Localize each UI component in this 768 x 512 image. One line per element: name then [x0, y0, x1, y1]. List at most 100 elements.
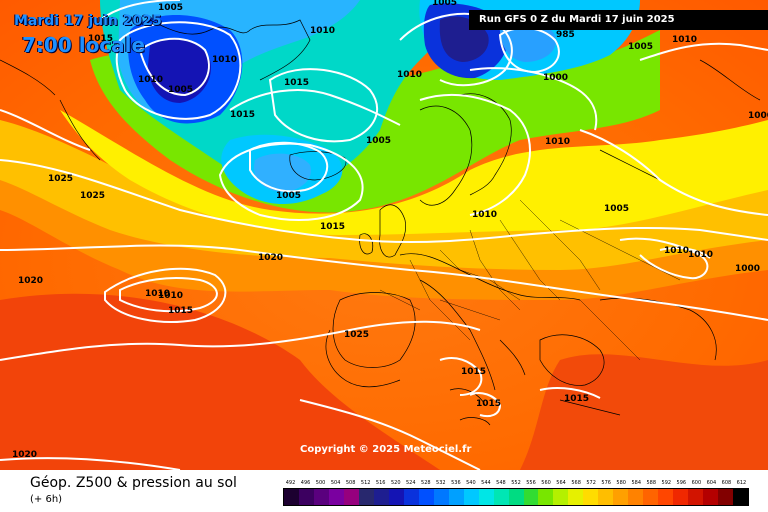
isobar-label: 1010 [145, 289, 170, 299]
legend-tick-label: 592 [661, 480, 672, 486]
isobar-label: 1020 [12, 450, 37, 460]
legend-tick-label: 536 [451, 480, 461, 486]
isobar-label: 1010 [158, 291, 183, 301]
isobar-label: 1025 [80, 191, 105, 201]
isobar-label: 1020 [18, 276, 43, 286]
legend-tick-label: 508 [345, 480, 356, 486]
legend-tick-label: 576 [601, 480, 611, 486]
isobar-label: 1010 [310, 26, 335, 36]
legend-tick-label: 580 [616, 480, 626, 486]
legend-tick-label: 596 [676, 480, 687, 486]
isobar-label: 1000 [748, 111, 768, 121]
isobar-label: 1010 [212, 55, 237, 65]
legend-tick-label: 520 [390, 480, 401, 486]
isobar-label: 1010 [397, 70, 422, 80]
legend-swatch [373, 489, 389, 505]
legend-tick-label: 504 [330, 480, 341, 486]
legend-swatch [523, 489, 539, 505]
isobar-label: 1010 [672, 35, 697, 45]
legend-swatch [433, 489, 449, 505]
legend-swatch [643, 489, 659, 505]
legend-tick-label: 560 [541, 480, 551, 486]
legend-swatch [298, 489, 314, 505]
legend-tick-label: 604 [706, 480, 717, 486]
legend-swatch [328, 489, 344, 505]
isobar-label: 1005 [432, 0, 457, 8]
forecast-date: Mardi 17 juin 2025 [14, 13, 162, 29]
legend-swatch [448, 489, 464, 505]
isobar-label: 1005 [276, 191, 301, 201]
legend-tick-label: 564 [556, 480, 566, 486]
legend-tick-label: 552 [511, 480, 521, 486]
greenland-low-core [148, 39, 211, 103]
legend-ticks: 492 496 500 504 508 512 516 520 524 528 532 536 540 5… [283, 478, 749, 488]
legend-tick-label: 516 [375, 480, 386, 486]
legend-tick-label: 572 [586, 480, 596, 486]
legend-tick-label: 492 [285, 480, 296, 486]
isobar-label: 1015 [461, 367, 486, 377]
isobar-label: 985 [556, 30, 575, 40]
isobar-label: 1010 [138, 75, 163, 85]
isobar-labels: 1005 1015 1010 1005 1010 1010 1015 1015 … [12, 0, 768, 460]
legend-swatch [583, 489, 599, 505]
legend-swatch [688, 489, 704, 505]
isobar-label: 1015 [564, 394, 589, 404]
isobar-label: 1015 [284, 78, 309, 88]
legend-swatch [538, 489, 554, 505]
isobar-label: 1010 [472, 210, 497, 220]
legend-swatch [703, 489, 719, 505]
isobar-label: 1005 [366, 136, 391, 146]
isobar-label: 1025 [344, 330, 369, 340]
forecast-time: 7:00 locale [22, 33, 146, 57]
isobar-label: 1005 [604, 204, 629, 214]
isobar-label: 1010 [688, 250, 713, 260]
legend-swatch [718, 489, 734, 505]
legend-swatch [343, 489, 359, 505]
legend-swatch [598, 489, 614, 505]
legend-tick-label: 568 [571, 480, 581, 486]
yellow-band [60, 110, 768, 235]
isobar-label: 1015 [320, 222, 345, 232]
legend-swatch [388, 489, 404, 505]
isobar-label: 1005 [158, 3, 183, 13]
legend-swatch [658, 489, 674, 505]
isobar-label: 1005 [628, 42, 653, 52]
legend-tick-label: 584 [631, 480, 641, 486]
isobar-label: 1015 [88, 34, 113, 44]
red-zone-southwest [0, 293, 440, 470]
isobar-label: 1010 [545, 137, 570, 147]
lead-time: (+ 6h) [30, 494, 63, 505]
legend-swatch [568, 489, 584, 505]
color-legend: 492 496 500 504 508 512 516 520 524 528 532 536 540 5… [283, 478, 749, 506]
legend-tick-label: 544 [481, 480, 491, 486]
legend-swatch [628, 489, 644, 505]
legend-swatches [283, 488, 749, 506]
legend-swatch [418, 489, 434, 505]
legend-tick-label: 608 [721, 480, 732, 486]
legend-tick-label: 548 [496, 480, 506, 486]
legend-tick-label: 528 [421, 480, 431, 486]
legend-swatch [313, 489, 329, 505]
legend-swatch [673, 489, 689, 505]
legend-swatch [553, 489, 569, 505]
isobar-label: 1020 [258, 253, 283, 263]
isobar-label: 1015 [476, 399, 501, 409]
legend-tick-label: 540 [466, 480, 476, 486]
legend-swatch [493, 489, 509, 505]
legend-tick-label: 500 [315, 480, 326, 486]
legend-tick-label: 612 [736, 480, 747, 486]
geopotential-map: 1005 1015 1010 1005 1010 1010 1015 1015 … [0, 0, 768, 470]
legend-swatch [508, 489, 524, 505]
legend-tick-label: 524 [405, 480, 416, 486]
legend-swatch [358, 489, 374, 505]
legend-swatch [478, 489, 494, 505]
legend-tick-label: 588 [646, 480, 657, 486]
legend-tick-label: 496 [300, 480, 311, 486]
isobar-label: 1015 [230, 110, 255, 120]
isobar-label: 1000 [735, 264, 760, 274]
isobar-label: 1010 [664, 246, 689, 256]
isobar-label: 1000 [543, 73, 568, 83]
copyright-notice: Copyright © 2025 Meteociel.fr [300, 444, 472, 455]
iceland-low-core [254, 153, 311, 192]
